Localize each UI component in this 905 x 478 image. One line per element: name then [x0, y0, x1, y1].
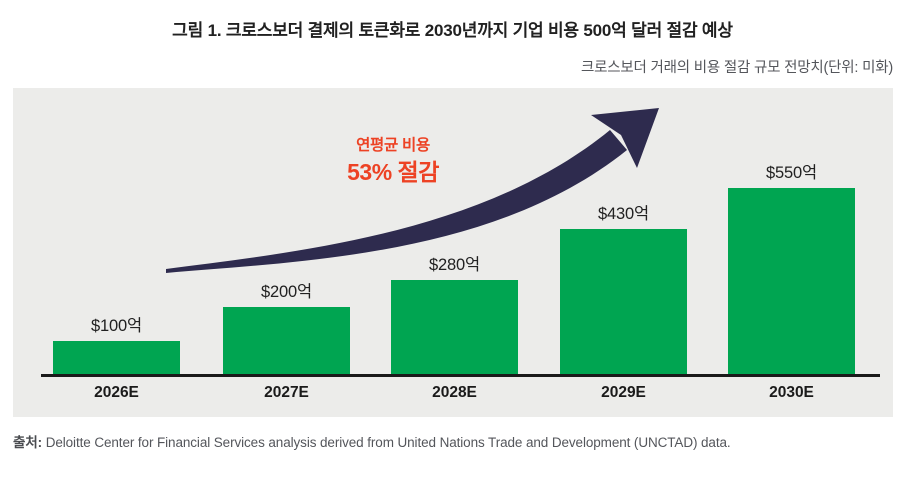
- arrow-annotation: 연평균 비용 53% 절감: [283, 136, 503, 188]
- bar-2030E: [728, 188, 855, 375]
- figure-number: 그림 1.: [172, 21, 222, 40]
- chart-subtitle: 크로스보더 거래의 비용 절감 규모 전망치(단위: 미화): [581, 60, 893, 76]
- bar-group-2028E: $280억 2028E: [391, 88, 518, 401]
- bar-2026E: [53, 341, 180, 375]
- x-axis-tick-label: 2028E: [432, 384, 477, 401]
- bar-group-2029E: $430억 2029E: [560, 88, 687, 401]
- figure-title-text: 크로스보더 결제의 토큰화로 2030년까지 기업 비용 500억 달러 절감 …: [221, 21, 733, 40]
- bar-value-label: $280억: [429, 256, 480, 274]
- bar-2027E: [223, 307, 350, 375]
- bar-2029E: [560, 229, 687, 375]
- source-note: 출처: Deloitte Center for Financial Servic…: [13, 431, 893, 451]
- annotation-line1: 연평균 비용: [356, 137, 430, 154]
- annotation-line2: 53% 절감: [347, 158, 439, 185]
- x-axis-tick-label: 2027E: [264, 384, 309, 401]
- bar-value-label: $550억: [766, 164, 817, 182]
- bar-group-2026E: $100억 2026E: [53, 88, 180, 401]
- x-axis-tick-label: 2026E: [94, 384, 139, 401]
- x-axis-tick-label: 2029E: [601, 384, 646, 401]
- x-axis-tick-label: 2030E: [769, 384, 814, 401]
- bar-value-label: $200억: [261, 283, 312, 301]
- bar-value-label: $100억: [91, 317, 142, 335]
- source-label: 출처:: [13, 435, 43, 450]
- bar-group-2030E: $550억 2030E: [728, 88, 855, 401]
- chart-plot-area: 연평균 비용 53% 절감 $100억 2026E $200억 2027E $280억 2…: [13, 88, 893, 417]
- bar-value-label: $430억: [598, 205, 649, 223]
- bar-2028E: [391, 280, 518, 375]
- growth-arrow-icon: [166, 108, 659, 273]
- figure-title: 그림 1. 크로스보더 결제의 토큰화로 2030년까지 기업 비용 500억 …: [0, 16, 905, 41]
- bar-group-2027E: $200억 2027E: [223, 88, 350, 401]
- x-axis-line: [41, 374, 880, 377]
- source-text: Deloitte Center for Financial Services a…: [42, 435, 731, 450]
